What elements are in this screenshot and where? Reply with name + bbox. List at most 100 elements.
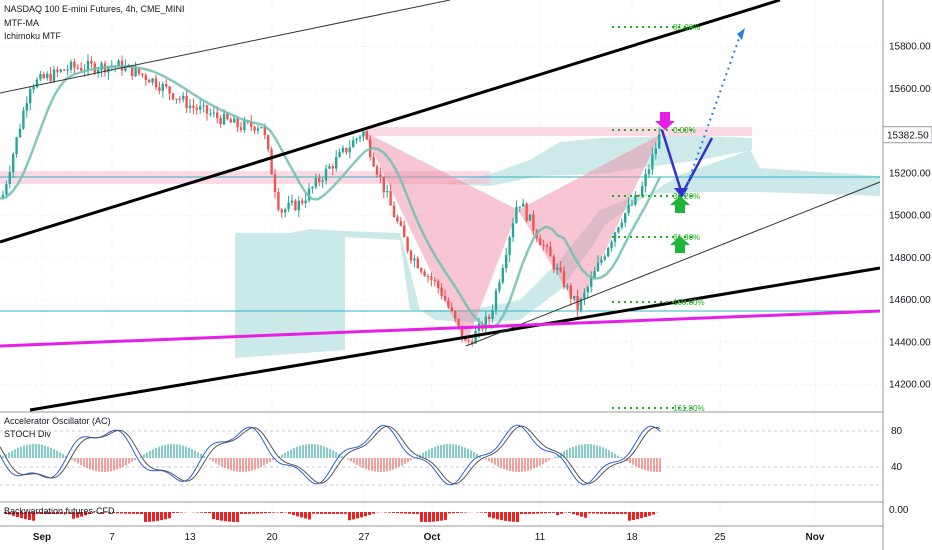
- candle-body: [637, 195, 640, 197]
- backwardation-bar: [320, 512, 323, 514]
- backwardation-bar: [432, 512, 435, 522]
- candle-body: [219, 117, 222, 125]
- candle: [396, 214, 399, 224]
- backwardation-bar: [328, 512, 331, 514]
- candle-body: [209, 113, 212, 115]
- candle: [15, 136, 18, 158]
- price-tick: 15200.00: [889, 168, 931, 179]
- backwardation-bar: [544, 512, 547, 514]
- backwardation-bar: [304, 512, 307, 519]
- candle: [301, 197, 304, 206]
- backwardation-bar: [32, 512, 35, 521]
- candle: [161, 81, 164, 98]
- backwardation-bar: [264, 512, 267, 514]
- candle: [600, 256, 603, 266]
- candle-body: [22, 110, 25, 129]
- mtf-ma-line: [0, 65, 662, 329]
- candle: [423, 269, 426, 277]
- candle: [562, 266, 566, 290]
- legend-mtf-ma: MTF-MA: [4, 18, 39, 28]
- candle: [345, 147, 348, 155]
- candle-body: [447, 300, 450, 308]
- backwardation-bar: [436, 512, 439, 522]
- backwardation-bar: [36, 512, 39, 514]
- backwardation-bar: [236, 512, 239, 522]
- candle-body: [471, 341, 474, 344]
- candle: [651, 147, 654, 175]
- candle: [66, 64, 69, 76]
- candle: [297, 196, 300, 218]
- candle: [508, 235, 511, 262]
- candle: [545, 242, 549, 254]
- candle: [644, 168, 647, 193]
- candle-body: [467, 340, 470, 342]
- backwardation-bar: [500, 512, 503, 521]
- ichimoku-cloud: [235, 136, 880, 358]
- backwardation-bar: [164, 512, 167, 520]
- target-dotted-line: [683, 29, 743, 195]
- backwardation-bar: [88, 512, 91, 515]
- backwardation-bar: [4, 512, 7, 514]
- candle-body: [297, 200, 300, 211]
- backwardation-bar: [628, 512, 631, 521]
- backwardation-bar: [580, 512, 583, 517]
- upper-thin-line: [0, 0, 451, 94]
- candle: [573, 295, 576, 302]
- backwardation-bar: [344, 512, 347, 514]
- candle: [42, 71, 45, 80]
- candle: [100, 61, 103, 78]
- backwardation-bar: [492, 512, 495, 519]
- candle-body: [243, 121, 246, 131]
- candle-body: [15, 137, 18, 155]
- backwardation-bar: [308, 512, 311, 520]
- candle-body: [256, 128, 260, 131]
- candle: [603, 253, 606, 262]
- candle: [56, 66, 59, 78]
- candle-body: [280, 209, 283, 213]
- backwardation-bar: [536, 512, 539, 514]
- backwardation-bar: [336, 512, 339, 514]
- backwardation-bar: [636, 512, 639, 520]
- backwardation-bar: [568, 512, 571, 513]
- candle: [443, 289, 447, 302]
- candle: [450, 302, 453, 313]
- fib-label: 61.80%: [673, 233, 700, 242]
- candle: [80, 62, 83, 72]
- candle-body: [199, 106, 202, 110]
- candle-body: [311, 186, 314, 189]
- projection-arrowhead: [674, 188, 688, 198]
- time-tick: Oct: [424, 532, 441, 543]
- candle: [372, 152, 375, 168]
- backwardation-bar: [168, 512, 171, 519]
- current-price-label: 15382.50: [887, 131, 929, 142]
- backwardation-bar: [120, 512, 123, 514]
- candle-body: [80, 67, 83, 71]
- backwardation-bar: [52, 512, 55, 514]
- candle: [134, 61, 137, 78]
- backwardation-bar: [96, 512, 99, 513]
- candle: [287, 195, 290, 213]
- candle: [654, 142, 657, 160]
- candle: [22, 107, 25, 130]
- candle: [454, 310, 457, 323]
- sell-arrow-icon: [655, 112, 675, 130]
- candle-body: [426, 276, 430, 278]
- candle: [29, 85, 32, 111]
- backwardation-bar: [352, 512, 355, 520]
- candle: [515, 200, 518, 224]
- candle-body: [627, 204, 630, 214]
- candle: [430, 272, 433, 287]
- candle-body: [158, 87, 161, 91]
- candle: [290, 194, 294, 206]
- candle-body: [620, 222, 623, 228]
- backwardation-bar: [252, 512, 255, 514]
- candle: [239, 121, 243, 133]
- candle-body: [287, 202, 290, 210]
- candle-body: [154, 78, 158, 88]
- candle: [348, 140, 351, 159]
- candle-body: [46, 73, 49, 79]
- backwardation-bar: [516, 512, 519, 522]
- candle: [617, 226, 620, 234]
- candle-body: [86, 60, 90, 70]
- candle: [182, 91, 185, 103]
